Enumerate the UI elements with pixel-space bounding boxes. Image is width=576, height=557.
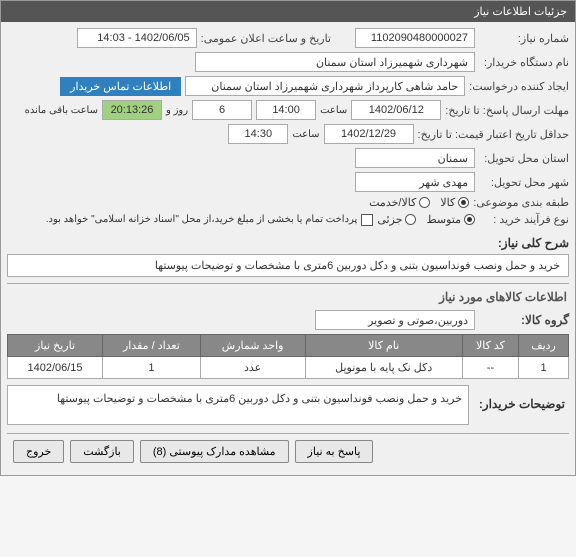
requester-label: ایجاد کننده درخواست: xyxy=(469,80,569,93)
radio-icon xyxy=(405,214,416,225)
col-code: کد کالا xyxy=(462,335,518,357)
validity-date: 1402/12/29 xyxy=(324,124,414,144)
province-label: استان محل تحویل: xyxy=(479,152,569,165)
process-option-minor[interactable]: جزئی xyxy=(377,213,416,226)
cell-code: -- xyxy=(462,357,518,379)
need-desc-label: شرح کلی نیاز: xyxy=(498,236,569,250)
need-desc-value: خرید و حمل ونصب فونداسیون بتنی و دکل دور… xyxy=(7,254,569,277)
contact-buyer-button[interactable]: اطلاعات تماس خریدار xyxy=(60,77,181,96)
details-panel: جزئیات اطلاعات نیاز شماره نیاز: 11020904… xyxy=(0,0,576,476)
process-type-radio-group: متوسط جزئی xyxy=(377,213,475,226)
cell-row: 1 xyxy=(519,357,569,379)
radio-icon xyxy=(458,197,469,208)
row-city: شهر محل تحویل: مهدی شهر xyxy=(7,172,569,192)
row-buyer-org: نام دستگاه خریدار: شهرداری شهمیرزاد استا… xyxy=(7,52,569,72)
buyer-desc-label: توضیحات خریدار: xyxy=(469,385,569,425)
deadline-days-label: روز و xyxy=(166,105,188,116)
need-number-label: شماره نیاز: xyxy=(479,32,569,45)
process-option-1-label: جزئی xyxy=(377,213,402,226)
cell-date: 1402/06/15 xyxy=(8,357,103,379)
category-option-1-label: کالا/خدمت xyxy=(369,196,416,209)
announce-label: تاریخ و ساعت اعلان عمومی: xyxy=(201,32,331,45)
row-validity: حداقل تاریخ اعتبار قیمت: تا تاریخ: 1402/… xyxy=(7,124,569,144)
process-option-medium[interactable]: متوسط xyxy=(426,213,475,226)
process-type-label: نوع فرآیند خرید : xyxy=(479,213,569,226)
deadline-date: 1402/06/12 xyxy=(351,100,441,120)
deadline-countdown: 20:13:26 xyxy=(102,100,162,120)
province-value: سمنان xyxy=(355,148,475,168)
col-qty: تعداد / مقدار xyxy=(103,335,201,357)
category-label: طبقه بندی موضوعی: xyxy=(473,196,569,209)
validity-time-label: ساعت xyxy=(292,129,319,140)
col-name: نام کالا xyxy=(305,335,462,357)
buyer-org-label: نام دستگاه خریدار: xyxy=(479,56,569,69)
respond-button[interactable]: پاسخ به نیاز xyxy=(295,440,374,463)
row-requester: ایجاد کننده درخواست: حامد شاهی کارپرداز … xyxy=(7,76,569,96)
deadline-remain: ساعت باقی مانده xyxy=(25,105,98,116)
panel-title: جزئیات اطلاعات نیاز xyxy=(1,1,575,22)
attachments-button[interactable]: مشاهده مدارک پیوستی (8) xyxy=(140,440,289,463)
row-goods-group: گروه کالا: دوربین،صوتی و تصویر xyxy=(7,310,569,330)
radio-icon xyxy=(464,214,475,225)
deadline-time: 14:00 xyxy=(256,100,316,120)
goods-group-label: گروه کالا: xyxy=(479,313,569,327)
footer-buttons: پاسخ به نیاز مشاهده مدارک پیوستی (8) باز… xyxy=(7,433,569,469)
col-date: تاریخ نیاز xyxy=(8,335,103,357)
process-option-0-label: متوسط xyxy=(426,213,461,226)
row-province: استان محل تحویل: سمنان xyxy=(7,148,569,168)
back-button[interactable]: بازگشت xyxy=(70,440,134,463)
exit-button[interactable]: خروج xyxy=(13,440,64,463)
announce-value: 1402/06/05 - 14:03 xyxy=(77,28,197,48)
cell-unit: عدد xyxy=(200,357,305,379)
validity-time: 14:30 xyxy=(228,124,288,144)
category-option-0-label: کالا xyxy=(440,196,455,209)
table-header-row: ردیف کد کالا نام کالا واحد شمارش تعداد /… xyxy=(8,335,569,357)
buyer-desc-value: خرید و حمل ونصب فونداسیون بتنی و دکل دور… xyxy=(7,385,469,425)
cell-name: دکل نک پایه با مونوپل xyxy=(305,357,462,379)
radio-icon xyxy=(419,197,430,208)
need-desc-section: شرح کلی نیاز: خرید و حمل ونصب فونداسیون … xyxy=(7,236,569,277)
buyer-org-value: شهرداری شهمیرزاد استان سمنان xyxy=(195,52,475,72)
process-note: پرداخت تمام یا بخشی از مبلغ خرید،از محل … xyxy=(46,214,358,225)
table-row: 1 -- دکل نک پایه با مونوپل عدد 1 1402/06… xyxy=(8,357,569,379)
row-category: طبقه بندی موضوعی: کالا کالا/خدمت xyxy=(7,196,569,209)
goods-group-value: دوربین،صوتی و تصویر xyxy=(315,310,475,330)
row-need-number: شماره نیاز: 1102090480000027 تاریخ و ساع… xyxy=(7,28,569,48)
city-label: شهر محل تحویل: xyxy=(479,176,569,189)
cell-qty: 1 xyxy=(103,357,201,379)
category-option-service[interactable]: کالا/خدمت xyxy=(369,196,430,209)
deadline-time-label: ساعت xyxy=(320,105,347,116)
row-process-type: نوع فرآیند خرید : متوسط جزئی پرداخت تمام… xyxy=(7,213,569,226)
items-header: اطلاعات کالاهای مورد نیاز xyxy=(7,283,569,310)
treasury-checkbox[interactable] xyxy=(361,214,373,226)
panel-body: شماره نیاز: 1102090480000027 تاریخ و ساع… xyxy=(1,22,575,475)
deadline-days: 6 xyxy=(192,100,252,120)
need-number-value: 1102090480000027 xyxy=(355,28,475,48)
requester-value: حامد شاهی کارپرداز شهرداری شهمیرزاد استا… xyxy=(185,76,465,96)
col-row: ردیف xyxy=(519,335,569,357)
items-table: ردیف کد کالا نام کالا واحد شمارش تعداد /… xyxy=(7,334,569,379)
category-radio-group: کالا کالا/خدمت xyxy=(369,196,469,209)
col-unit: واحد شمارش xyxy=(200,335,305,357)
category-option-goods[interactable]: کالا xyxy=(440,196,469,209)
buyer-desc-section: توضیحات خریدار: خرید و حمل ونصب فونداسیو… xyxy=(7,385,569,425)
row-deadline: مهلت ارسال پاسخ: تا تاریخ: 1402/06/12 سا… xyxy=(7,100,569,120)
validity-label: حداقل تاریخ اعتبار قیمت: تا تاریخ: xyxy=(418,128,569,141)
deadline-label: مهلت ارسال پاسخ: تا تاریخ: xyxy=(445,104,569,117)
city-value: مهدی شهر xyxy=(355,172,475,192)
